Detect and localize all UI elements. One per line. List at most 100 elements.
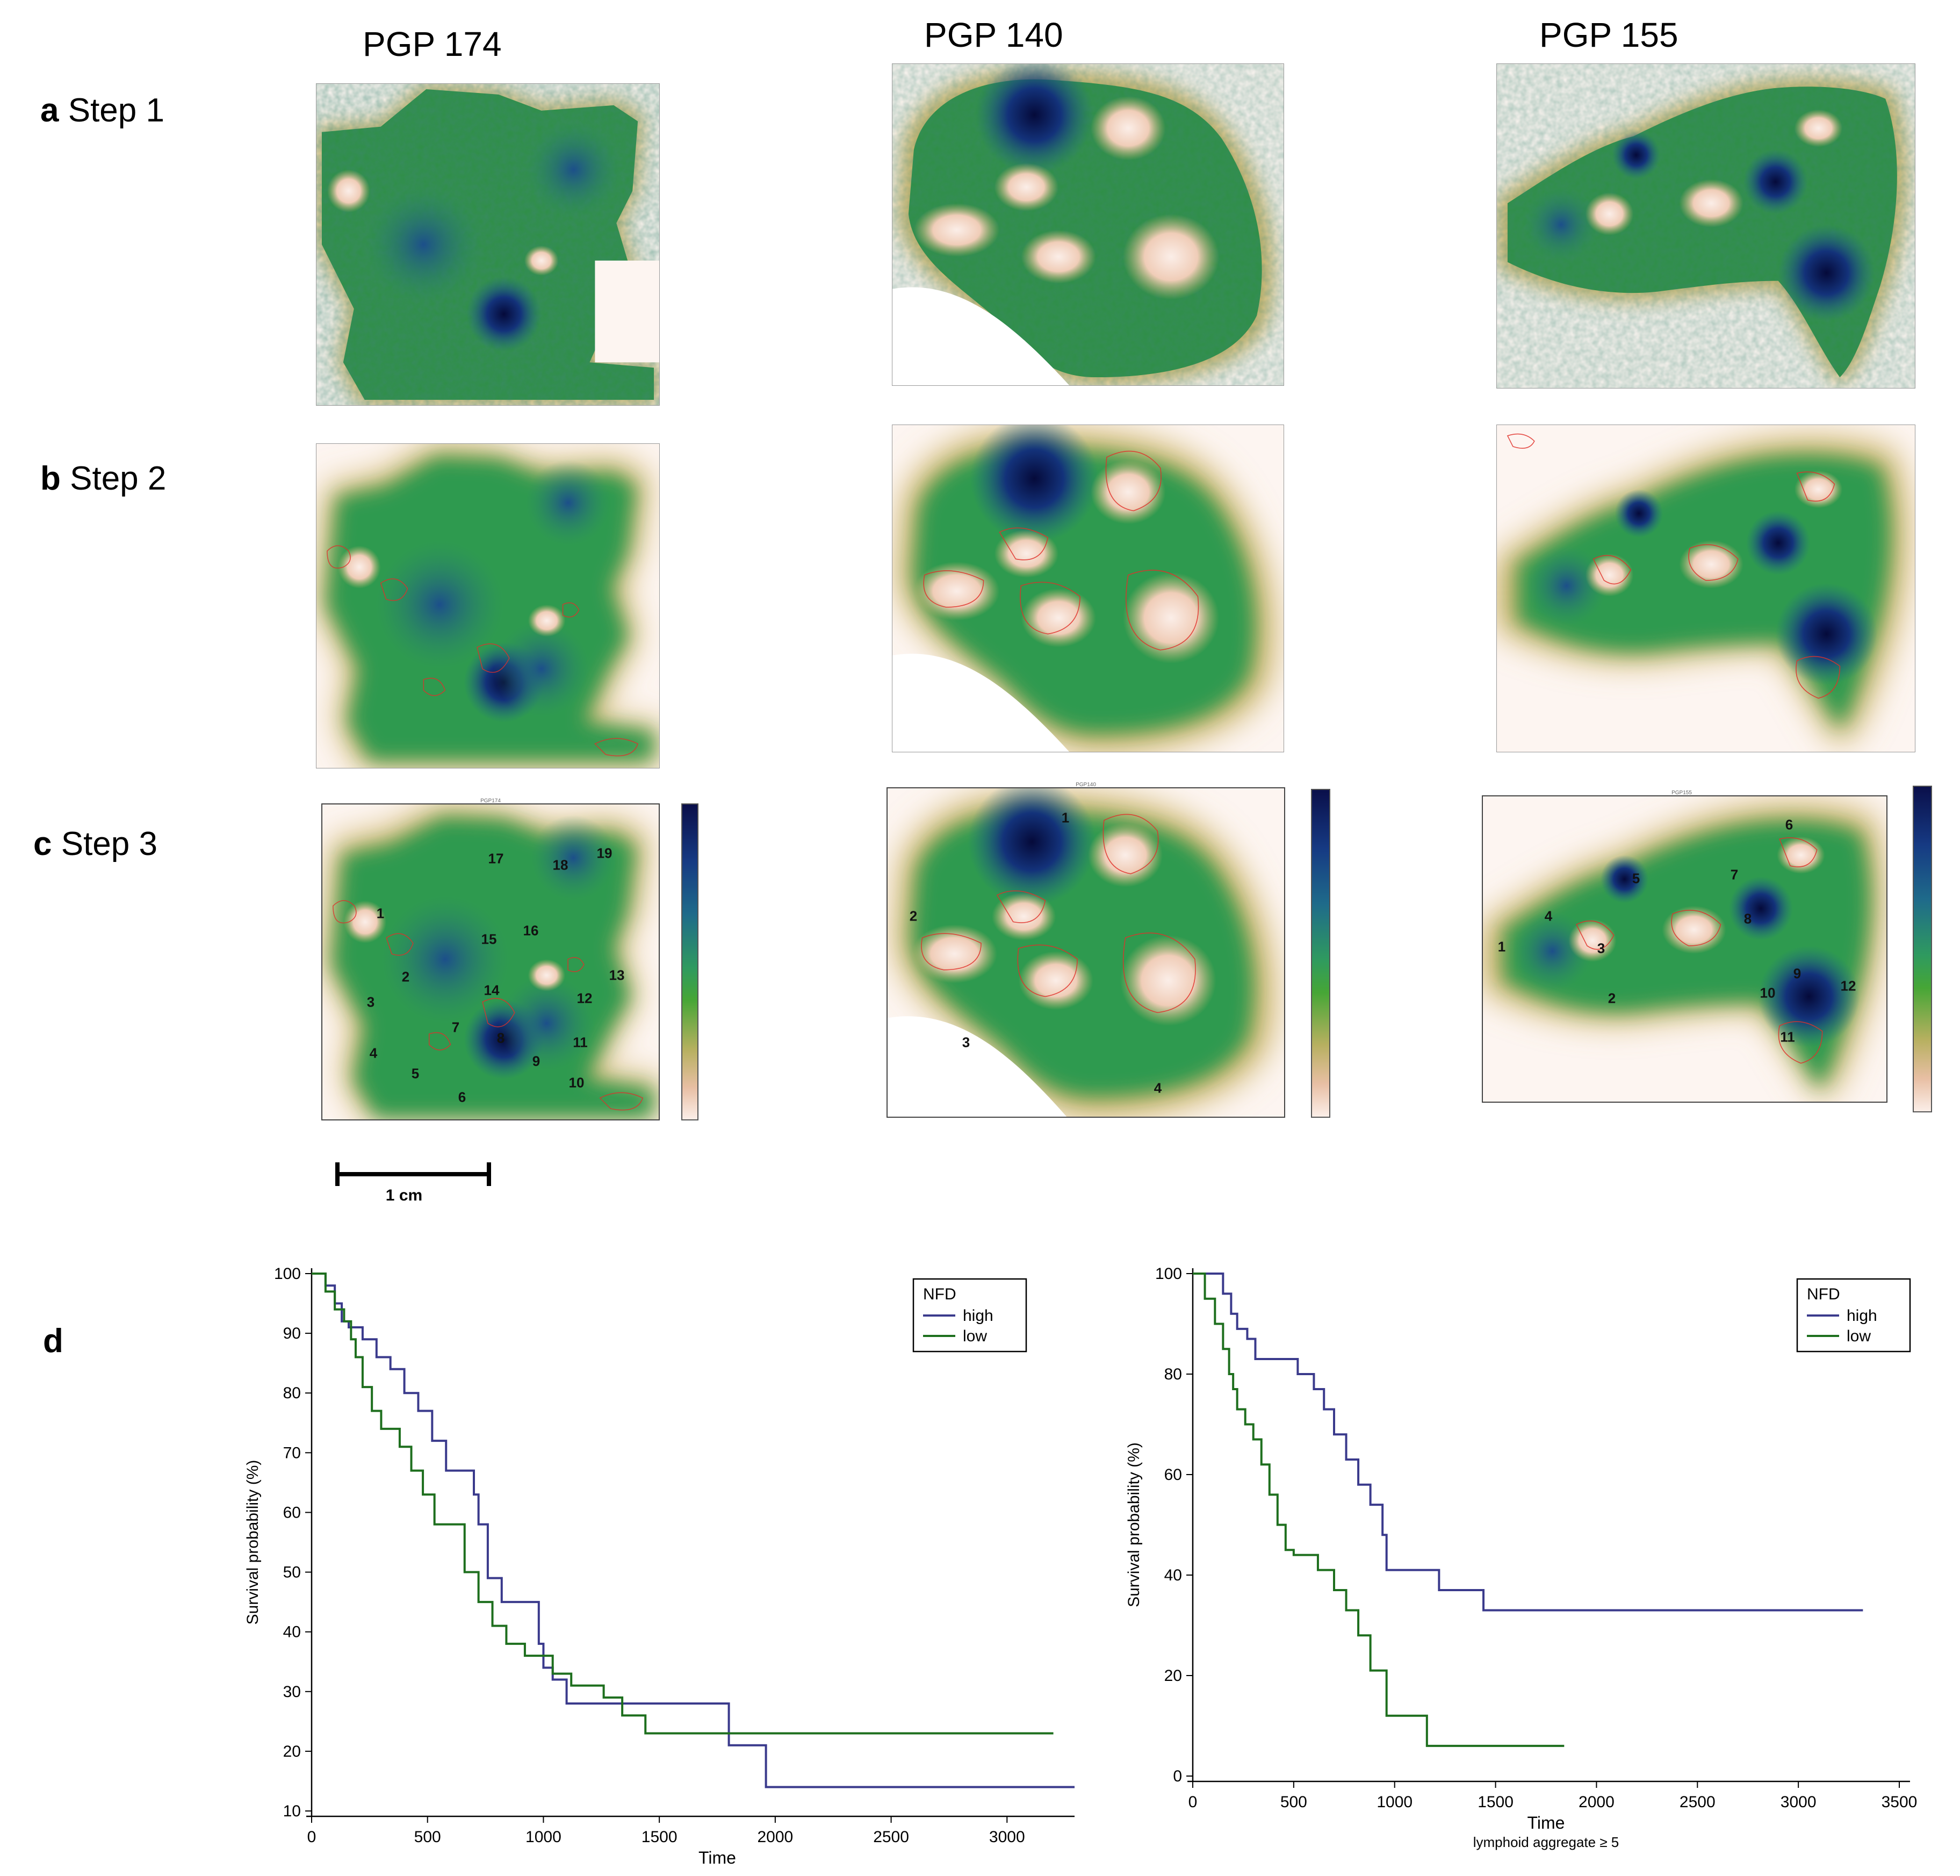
region-label: 3 xyxy=(1597,940,1605,957)
row-letter: d xyxy=(43,1322,63,1360)
region-label: 8 xyxy=(496,1030,505,1046)
legend-label-low: low xyxy=(1847,1327,1871,1345)
region-label: 15 xyxy=(481,931,497,947)
y-tick-label: 50 xyxy=(283,1564,301,1582)
region-label: 1 xyxy=(376,905,385,922)
region-label: 14 xyxy=(484,982,500,998)
region-label: 6 xyxy=(1785,816,1793,833)
region-label: 9 xyxy=(532,1053,541,1069)
row-letter: b xyxy=(40,460,61,497)
x-tick-label: 3500 xyxy=(1882,1793,1918,1811)
x-axis-title: Time xyxy=(698,1848,736,1865)
region-label: 19 xyxy=(596,845,612,861)
step3-small-title-pgp140: PGP140 xyxy=(1076,782,1096,788)
column-title-pgp155: PGP 155 xyxy=(1539,16,1678,54)
colorbar-pgp155 xyxy=(1913,786,1932,1112)
region-label: 2 xyxy=(1608,990,1616,1007)
region-label: 4 xyxy=(1154,1080,1162,1096)
heatmap-step3-pgp140 xyxy=(887,787,1285,1118)
y-tick-label: 10 xyxy=(283,1802,301,1820)
x-tick-label: 1000 xyxy=(1377,1793,1413,1811)
y-tick-label: 20 xyxy=(283,1743,301,1760)
scale-bar xyxy=(335,1162,491,1186)
x-tick-label: 0 xyxy=(307,1828,316,1846)
x-tick-label: 500 xyxy=(414,1828,441,1846)
legend-label-low: low xyxy=(963,1327,987,1345)
row-step-text: Step 1 xyxy=(68,92,164,129)
row-label-d: d xyxy=(43,1322,63,1360)
legend-title: NFD xyxy=(1807,1285,1840,1303)
step3-small-title-pgp155: PGP155 xyxy=(1671,790,1692,796)
heatmap-step1-pgp140 xyxy=(892,63,1284,386)
region-label: 6 xyxy=(458,1089,466,1105)
y-tick-label: 90 xyxy=(283,1325,301,1342)
step3-small-title-pgp174: PGP174 xyxy=(480,798,501,804)
scale-bar-label: 1 cm xyxy=(385,1187,423,1204)
row-label-step3: c Step 3 xyxy=(33,825,157,863)
region-label: 2 xyxy=(401,968,410,985)
x-tick-label: 3000 xyxy=(989,1828,1025,1846)
heatmap-step1-pgp174 xyxy=(316,83,660,406)
heatmap-step3-pgp155 xyxy=(1482,795,1887,1103)
region-label: 10 xyxy=(1760,984,1776,1001)
series-low-line xyxy=(1193,1273,1565,1747)
region-label: 2 xyxy=(909,908,918,924)
region-label: 1 xyxy=(1061,809,1070,826)
region-label: 8 xyxy=(1743,910,1752,927)
region-label: 3 xyxy=(962,1034,970,1051)
region-label: 4 xyxy=(1544,908,1553,924)
region-label: 11 xyxy=(1780,1029,1795,1045)
row-label-step2: b Step 2 xyxy=(40,459,166,498)
row-letter: c xyxy=(33,825,52,862)
y-tick-label: 40 xyxy=(283,1623,301,1641)
region-label: 10 xyxy=(568,1074,585,1091)
colorbar-pgp140 xyxy=(1311,789,1330,1118)
region-label: 7 xyxy=(1730,866,1739,883)
heatmap-step3-pgp174 xyxy=(321,803,660,1120)
legend-label-high: high xyxy=(963,1307,993,1325)
y-tick-label: 60 xyxy=(1164,1466,1182,1484)
y-tick-label: 40 xyxy=(1164,1566,1182,1584)
y-tick-label: 80 xyxy=(283,1384,301,1402)
row-step-text: Step 2 xyxy=(70,460,167,497)
y-tick-label: 100 xyxy=(1155,1265,1182,1283)
x-tick-label: 2500 xyxy=(1680,1793,1716,1811)
x-axis-subtitle: lymphoid aggregate ≥ 5 xyxy=(1473,1834,1619,1850)
series-low-line xyxy=(312,1273,1054,1735)
region-label: 12 xyxy=(577,990,593,1007)
region-label: 5 xyxy=(1632,870,1640,887)
y-axis-title: Survival probability (%) xyxy=(244,1460,262,1625)
region-label: 12 xyxy=(1840,977,1856,994)
row-label-step1: a Step 1 xyxy=(40,91,164,130)
heatmap-step2-pgp155 xyxy=(1496,425,1915,752)
region-label: 4 xyxy=(369,1045,378,1061)
x-tick-label: 1500 xyxy=(642,1828,678,1846)
heatmap-step1-pgp155 xyxy=(1496,63,1915,389)
heatmap-step2-pgp174 xyxy=(316,443,660,768)
region-label: 3 xyxy=(366,994,375,1010)
region-label: 1 xyxy=(1497,938,1506,955)
legend-title: NFD xyxy=(923,1285,956,1303)
row-step-text: Step 3 xyxy=(61,825,157,862)
y-tick-label: 80 xyxy=(1164,1365,1182,1383)
region-label: 16 xyxy=(523,922,539,939)
x-tick-label: 2000 xyxy=(757,1828,793,1846)
x-tick-label: 3000 xyxy=(1781,1793,1817,1811)
x-tick-label: 1000 xyxy=(525,1828,561,1846)
heatmap-step2-pgp140 xyxy=(892,425,1284,752)
x-tick-label: 2000 xyxy=(1579,1793,1615,1811)
y-tick-label: 20 xyxy=(1164,1667,1182,1685)
y-axis-title: Survival probability (%) xyxy=(1125,1442,1143,1607)
x-axis-title: Time xyxy=(1527,1813,1565,1832)
row-letter: a xyxy=(40,92,59,129)
y-tick-label: 100 xyxy=(274,1265,301,1283)
y-tick-label: 70 xyxy=(283,1444,301,1462)
x-tick-label: 0 xyxy=(1188,1793,1198,1811)
x-tick-label: 2500 xyxy=(873,1828,909,1846)
y-tick-label: 30 xyxy=(283,1683,301,1701)
region-label: 5 xyxy=(411,1065,420,1082)
y-tick-label: 0 xyxy=(1173,1767,1182,1785)
x-tick-label: 1500 xyxy=(1478,1793,1514,1811)
legend-label-high: high xyxy=(1847,1307,1877,1325)
